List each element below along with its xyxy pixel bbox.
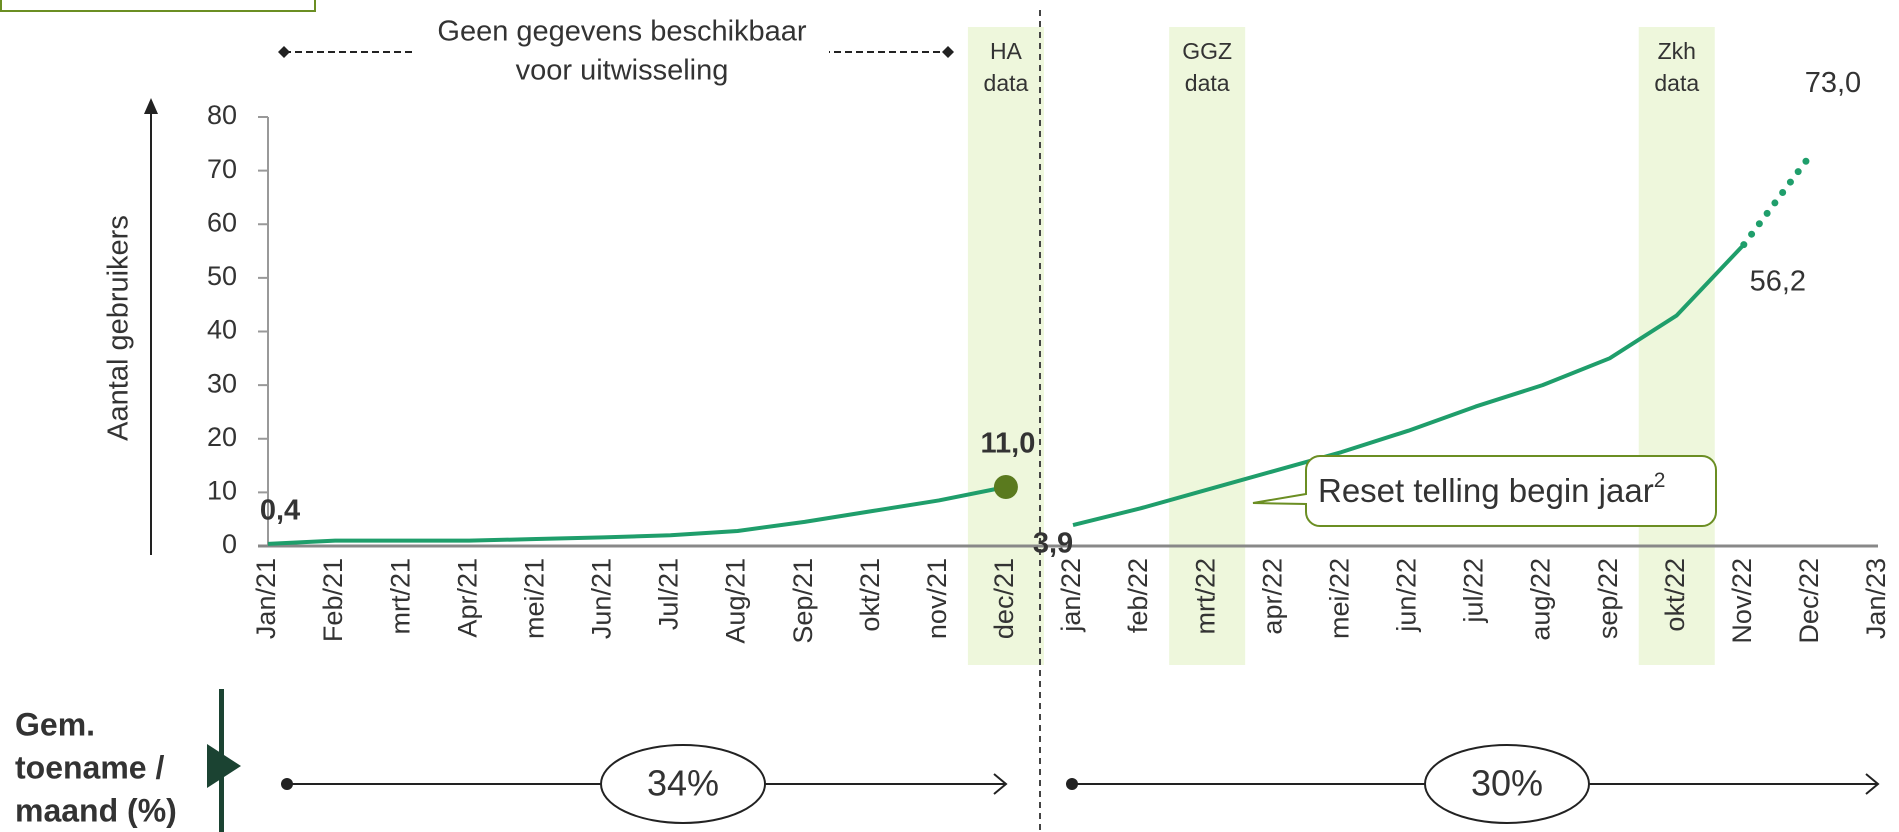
peak-marker <box>993 475 1018 500</box>
x-tick-label: Dec/22 <box>1794 558 1824 644</box>
highlight-band <box>967 27 1044 665</box>
y-tick-label: 60 <box>207 207 237 237</box>
no-data-note: Geen gegevens beschikbaar <box>437 16 807 48</box>
no-data-note: voor uitwisseling <box>516 55 729 87</box>
y-tick-label: 40 <box>207 315 237 345</box>
callout-main: Reset telling begin jaar <box>1318 472 1654 509</box>
x-tick-label: jan/22 <box>1056 558 1086 633</box>
x-tick-label: aug/22 <box>1526 558 1556 641</box>
y-tick-label: 70 <box>207 154 237 184</box>
data-label: 56,2 <box>1750 265 1806 297</box>
series-line <box>1072 243 1746 528</box>
growth-label: maand (%) <box>15 792 177 828</box>
series-line <box>267 485 1007 546</box>
x-tick-label: Aug/21 <box>721 558 751 644</box>
highlight-label: data <box>984 70 1029 96</box>
x-tick-label: jun/22 <box>1392 558 1422 633</box>
x-tick-label: Jan/23 <box>1861 558 1891 639</box>
diamond <box>278 46 290 58</box>
y-tick-label: 20 <box>207 422 237 452</box>
x-tick-label: Feb/21 <box>318 558 348 642</box>
x-tick-label: feb/22 <box>1123 558 1153 633</box>
x-tick-label: Sep/21 <box>788 558 818 644</box>
note-bg <box>415 34 829 90</box>
highlight-band <box>1638 27 1715 665</box>
x-tick-label: mei/21 <box>519 558 549 639</box>
growth-arrow: 30% <box>1066 744 1880 824</box>
highlight-label: GGZ <box>1182 38 1232 64</box>
x-tick-label: nov/21 <box>922 558 952 639</box>
x-tick-label: Jan/21 <box>251 558 281 639</box>
x-tick-label: mrt/21 <box>385 558 415 635</box>
x-tick-label: mei/22 <box>1324 558 1354 639</box>
data-label: 0,4 <box>260 495 300 527</box>
header-box <box>0 0 316 12</box>
x-tick-label: okt/21 <box>855 558 885 632</box>
highlight-label: data <box>1185 70 1230 96</box>
x-tick-label: Jun/21 <box>587 558 617 639</box>
callout-text: Reset telling begin jaar2 <box>1318 469 1665 509</box>
arrow-head <box>144 98 158 114</box>
highlight-label: HA <box>990 38 1023 64</box>
growth-label: toename / <box>15 749 164 785</box>
y-tick-label: 10 <box>207 476 237 506</box>
y-tick-label: 80 <box>207 100 237 130</box>
growth-pointer <box>207 744 241 788</box>
growth-ellipse <box>1424 744 1590 824</box>
data-label: 73,0 <box>1805 67 1861 99</box>
arrow-head <box>993 773 1008 795</box>
x-tick-label: Jul/21 <box>654 558 684 630</box>
growth-arrow: 34% <box>281 744 1008 824</box>
y-axis-label: Aantal gebruikers <box>103 215 135 441</box>
x-tick-label: dec/21 <box>989 558 1019 639</box>
highlight-label: data <box>1654 70 1699 96</box>
callout-box <box>1252 455 1717 527</box>
diamond <box>942 46 954 58</box>
x-tick-label: mrt/22 <box>1190 558 1220 635</box>
growth-value: 34% <box>647 763 719 804</box>
x-tick-label: sep/22 <box>1593 558 1623 639</box>
highlight-label: Zkh <box>1658 38 1696 64</box>
data-label: 11,0 <box>980 428 1035 460</box>
highlight-band <box>1169 27 1246 665</box>
callout-sup: 2 <box>1654 469 1666 492</box>
growth-ellipse <box>600 744 766 824</box>
data-label: 3,9 <box>1033 528 1073 560</box>
y-tick-label: 50 <box>207 261 237 291</box>
y-tick-label: 30 <box>207 368 237 398</box>
growth-label: Gem. <box>15 706 95 742</box>
series-line <box>1740 151 1815 249</box>
x-tick-label: Apr/21 <box>452 558 482 638</box>
x-tick-label: Nov/22 <box>1727 558 1757 644</box>
x-tick-label: jul/22 <box>1459 558 1489 624</box>
arrow-head <box>1865 773 1880 795</box>
x-tick-label: apr/22 <box>1257 558 1287 635</box>
growth-value: 30% <box>1471 763 1543 804</box>
y-tick-label: 0 <box>222 529 237 559</box>
x-tick-label: okt/22 <box>1660 558 1690 632</box>
